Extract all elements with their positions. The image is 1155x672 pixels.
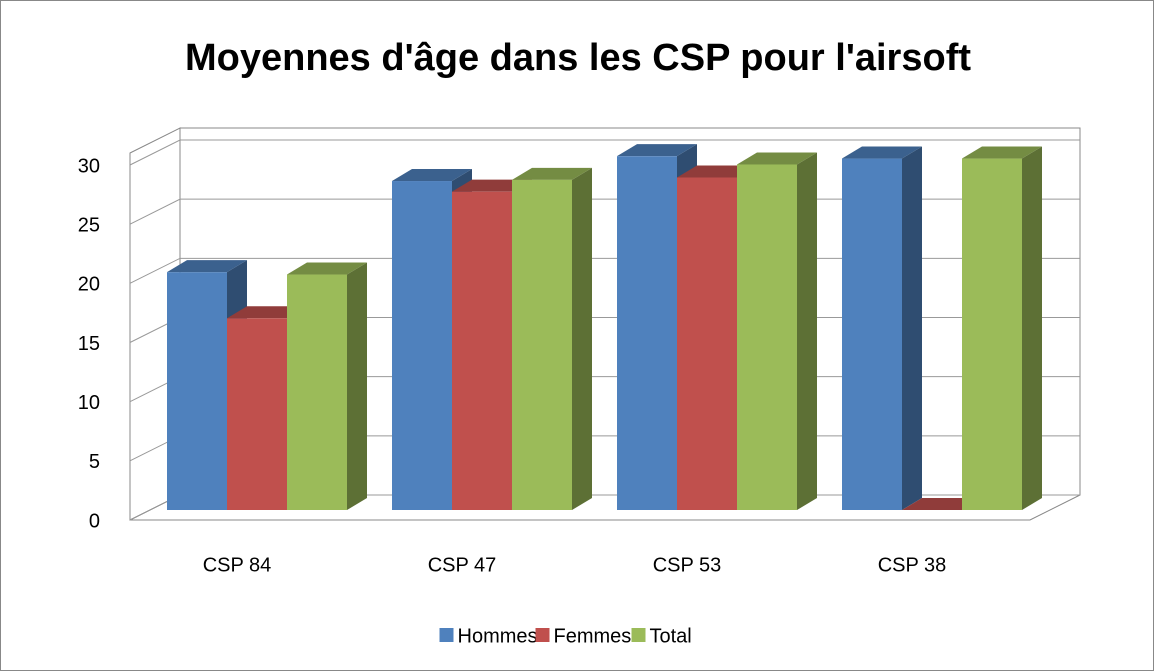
y-tick-label: 25 — [78, 214, 100, 236]
y-tick-label: 5 — [89, 451, 100, 473]
bar-front — [962, 158, 1022, 511]
y-tick-label: 0 — [89, 510, 100, 532]
bar-top — [167, 260, 247, 273]
y-tick-label: 15 — [78, 333, 100, 355]
x-tick-label: CSP 47 — [428, 554, 497, 576]
bar — [737, 152, 817, 510]
bar-front — [512, 179, 572, 510]
x-tick-label: CSP 84 — [203, 554, 272, 576]
bar-side — [347, 262, 367, 510]
bar-top — [512, 167, 592, 180]
legend-label: Femmes — [554, 625, 632, 647]
plot-area: 0 5 10 15 20 25 30 CSP 84 CSP 47 CSP 53 CSP 38 — [78, 127, 1081, 576]
bar — [842, 146, 922, 511]
bar-front — [842, 158, 902, 511]
bar-front — [617, 156, 677, 510]
bar-side — [797, 152, 817, 510]
legend-swatch — [535, 628, 550, 642]
bar — [512, 167, 592, 510]
bar-front — [452, 191, 512, 510]
y-tick-label: 30 — [78, 155, 100, 177]
legend-swatch — [631, 628, 646, 642]
bar-front — [167, 272, 227, 510]
bar-top — [737, 152, 817, 165]
bar-top — [287, 262, 367, 275]
legend-label: Hommes — [458, 625, 538, 647]
bar-top — [962, 146, 1042, 159]
legend-swatch — [439, 628, 454, 642]
bar-front — [287, 274, 347, 510]
chart-title: Moyennes d'âge dans les CSP pour l'airso… — [185, 37, 971, 79]
y-tick-label: 10 — [78, 392, 100, 414]
legend: Hommes Femmes Total — [439, 625, 692, 647]
bar-side — [572, 167, 592, 510]
bar-front — [737, 164, 797, 510]
bar-side — [902, 146, 922, 511]
grid-line — [129, 139, 1080, 166]
bar-top — [392, 169, 472, 182]
bar — [287, 262, 367, 510]
bar-front — [392, 181, 452, 511]
bar-front — [227, 318, 287, 510]
bar-front — [677, 177, 737, 510]
bar-side — [1022, 146, 1042, 511]
legend-label: Total — [650, 625, 692, 647]
bar-top — [842, 146, 922, 159]
bar — [962, 146, 1042, 511]
x-tick-label: CSP 38 — [878, 554, 947, 576]
x-tick-label: CSP 53 — [653, 554, 722, 576]
bar-top — [617, 144, 697, 157]
y-tick-label: 20 — [78, 274, 100, 296]
